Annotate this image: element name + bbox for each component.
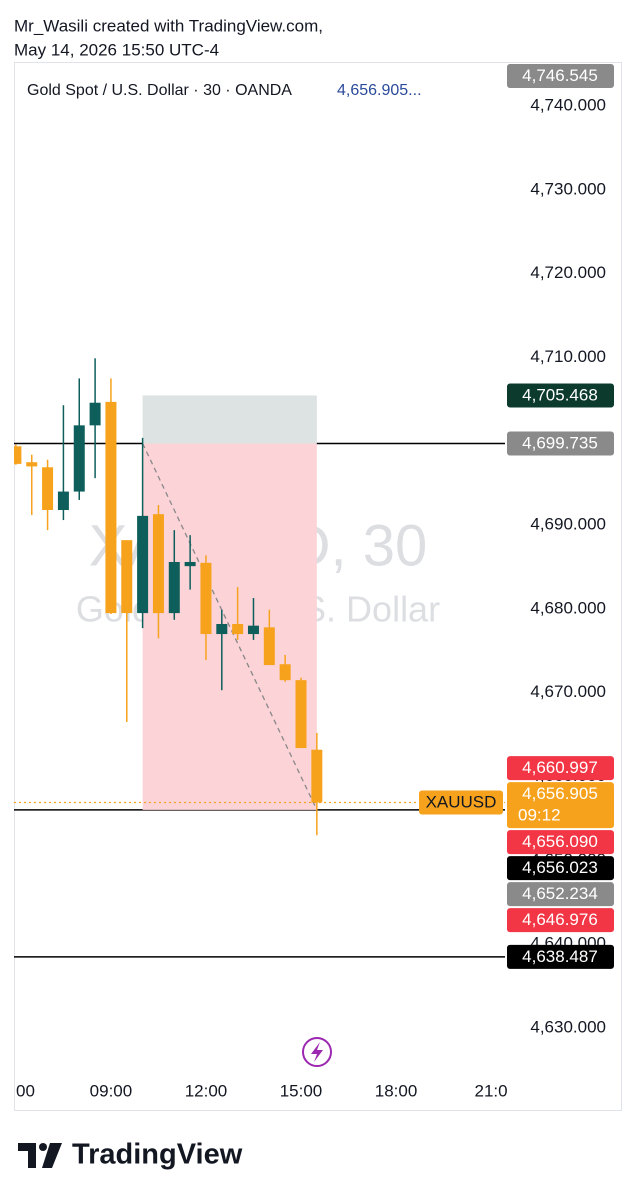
price-badge	[507, 908, 614, 933]
x-tick-label: 15:00	[280, 1081, 323, 1100]
candle-body	[89, 402, 101, 426]
price-badge	[507, 64, 614, 88]
y-tick-label: 4,690.000	[530, 515, 606, 534]
legend-title: Gold Spot / U.S. Dollar · 30 · OANDA	[27, 82, 292, 99]
lightning-icon	[302, 1037, 332, 1067]
plot-pane: XAUUSD, 30Gold Spot / U.S. Dollar	[14, 358, 505, 958]
y-tick-label: 4,630.000	[530, 1017, 606, 1036]
price-axis: 4,630.0004,640.0004,650.0004,660.0004,67…	[507, 64, 614, 1036]
symbol-tag	[419, 790, 503, 815]
price-badge	[507, 830, 614, 855]
price-badge	[507, 856, 614, 881]
price-badge	[507, 383, 614, 408]
candle-body	[121, 540, 133, 614]
price-badge-label: 4,638.487	[522, 947, 598, 966]
price-badge-label: 4,660.997	[522, 758, 598, 777]
candle-body	[216, 623, 228, 635]
candle-body	[311, 749, 323, 803]
brand-name: TradingView	[72, 1139, 243, 1171]
y-tick-label: 4,710.000	[530, 347, 606, 366]
header-author: Mr_Wasili created with TradingView.com,	[14, 16, 323, 35]
x-tick-label: 09:00	[90, 1081, 133, 1100]
price-badge	[507, 431, 614, 456]
x-tick-label: 00	[16, 1081, 35, 1100]
candle-body	[137, 515, 149, 614]
price-badge-label: 4,699.735	[522, 433, 598, 452]
candle-body	[26, 462, 38, 467]
price-badge-label: 4,656.023	[522, 858, 598, 877]
x-tick-label: 21:0	[475, 1081, 508, 1100]
candle-body	[200, 562, 212, 635]
price-badge	[507, 882, 614, 907]
candle-body	[14, 446, 22, 464]
price-badge-label: 4,652.234	[522, 884, 598, 903]
symbol-tag-label: XAUUSD	[426, 792, 497, 811]
candle-body	[232, 623, 244, 635]
chart-frame	[14, 62, 622, 1111]
price-badge	[507, 756, 614, 781]
legend-price: 4,656.905...	[337, 82, 422, 99]
trade-path	[142, 443, 318, 811]
price-badge-label: 4,705.468	[522, 385, 598, 404]
candle-body	[295, 680, 307, 749]
y-tick-label: 4,720.000	[530, 263, 606, 282]
candle-body	[105, 401, 117, 614]
header-date: May 14, 2026 15:50 UTC-4	[14, 40, 219, 59]
price-badge	[507, 944, 614, 969]
candle-body	[152, 514, 164, 614]
price-badge	[507, 782, 614, 829]
candle-body	[279, 664, 291, 681]
countdown: 09:12	[518, 806, 561, 825]
y-tick-label: 4,680.000	[530, 598, 606, 617]
stop-zone	[142, 395, 317, 444]
price-badge-label: 4,646.976	[522, 910, 598, 929]
candle-body	[247, 625, 259, 635]
y-tick-label: 4,730.000	[530, 179, 606, 198]
y-tick-label: 4,670.000	[530, 682, 606, 701]
x-tick-label: 12:00	[185, 1081, 228, 1100]
y-tick-label: 4,740.000	[530, 95, 606, 114]
candle-body	[168, 561, 180, 614]
price-badge-label: 4,656.090	[522, 832, 598, 851]
candle-body	[184, 561, 196, 567]
candle-body	[263, 627, 275, 666]
candle-body	[57, 491, 69, 511]
candle-body	[73, 425, 85, 492]
candle-body	[42, 467, 54, 511]
x-tick-label: 18:00	[375, 1081, 418, 1100]
price-badge-label: 4,746.545	[522, 66, 598, 85]
price-badge-label: 4,656.905	[522, 784, 598, 803]
brand-logo	[18, 1143, 62, 1168]
